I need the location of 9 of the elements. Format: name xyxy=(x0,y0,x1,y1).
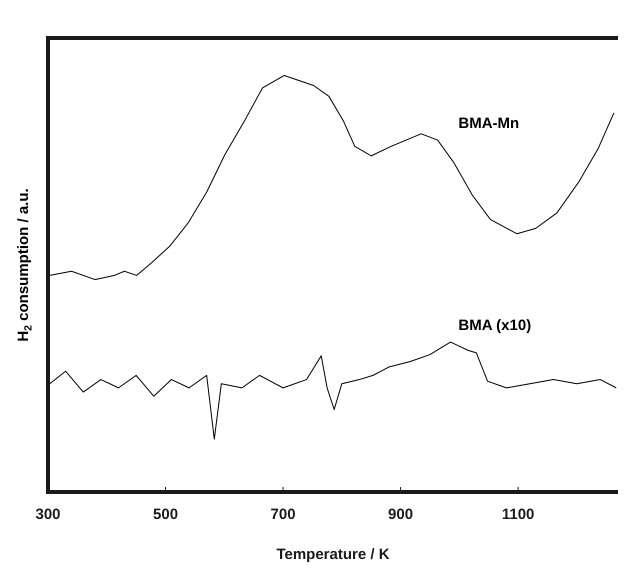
x-axis-title: Temperature / K xyxy=(276,546,390,564)
x-tick-label: 700 xyxy=(270,506,296,524)
y-axis-title: H2 consumption / a.u. xyxy=(15,188,34,342)
x-tick-label: 900 xyxy=(388,506,414,524)
x-tick-label: 1100 xyxy=(502,506,534,524)
series-label: BMA (x10) xyxy=(458,317,532,334)
x-tick-label: 500 xyxy=(153,506,178,524)
series-label: BMA-Mn xyxy=(458,115,520,132)
x-tick-label: 300 xyxy=(35,506,61,524)
